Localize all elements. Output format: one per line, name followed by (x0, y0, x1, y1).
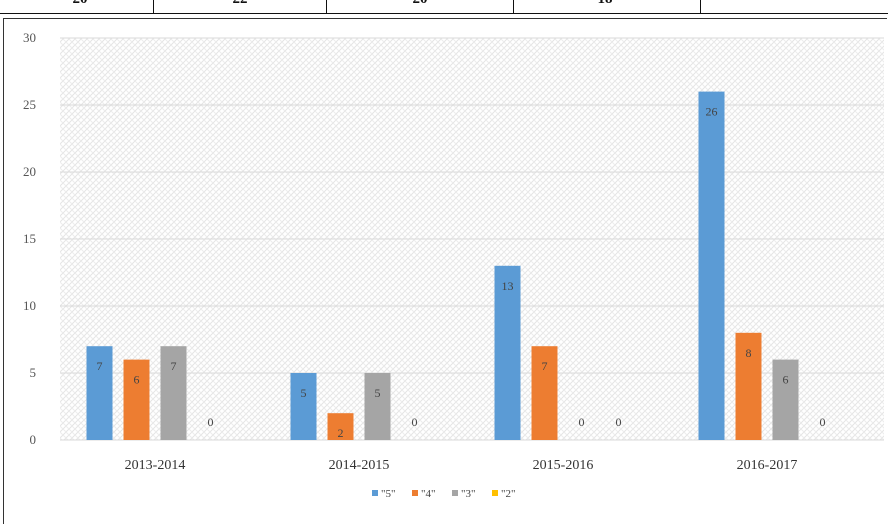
x-tick-label: 2013-2014 (125, 458, 186, 473)
data-label: 7 (542, 359, 548, 373)
bar (86, 346, 113, 440)
data-label: 13 (502, 279, 514, 293)
data-label: 0 (208, 415, 214, 429)
bar (364, 373, 391, 440)
data-label: 2 (338, 426, 344, 440)
y-tick-label: 20 (23, 164, 36, 179)
bar (123, 359, 150, 440)
data-label: 0 (820, 415, 826, 429)
y-tick-label: 10 (23, 298, 36, 313)
legend-label: "2" (501, 488, 515, 500)
table-cell: 18 (565, 0, 645, 13)
table-cell: 20 (380, 0, 460, 13)
data-label: 0 (616, 415, 622, 429)
data-label: 8 (746, 346, 752, 360)
bar (698, 91, 725, 440)
table-divider (153, 0, 154, 14)
bar (531, 346, 558, 440)
x-tick-label: 2015-2016 (533, 458, 594, 473)
top-table-fragment: 20 22 20 18 (0, 0, 888, 14)
data-label: 6 (783, 373, 789, 387)
data-label: 7 (97, 359, 103, 373)
bar (160, 346, 187, 440)
data-label: 6 (134, 373, 140, 387)
bar (290, 373, 317, 440)
table-cell: 20 (40, 0, 120, 13)
table-divider (700, 0, 701, 14)
data-label: 5 (375, 386, 381, 400)
data-label: 0 (412, 415, 418, 429)
bar (494, 265, 521, 440)
legend-swatch (412, 490, 418, 496)
bar (735, 332, 762, 440)
table-divider (326, 0, 327, 14)
x-tick-label: 2016-2017 (737, 458, 798, 473)
bar (772, 359, 799, 440)
y-tick-label: 25 (23, 97, 36, 112)
x-tick-label: 2014-2015 (329, 458, 390, 473)
data-label: 7 (171, 359, 177, 373)
chart-frame (3, 18, 887, 524)
table-bottom-border (0, 13, 888, 14)
legend-label: "4" (421, 488, 435, 500)
legend-swatch (492, 490, 498, 496)
y-tick-label: 0 (30, 432, 37, 447)
legend-swatch (372, 490, 378, 496)
bar (327, 413, 354, 440)
y-tick-label: 5 (30, 365, 37, 380)
data-label: 5 (301, 386, 307, 400)
legend-label: "3" (461, 488, 475, 500)
legend-swatch (452, 490, 458, 496)
y-tick-label: 30 (23, 30, 36, 45)
table-cell: 22 (200, 0, 280, 13)
y-tick-label: 15 (23, 231, 36, 246)
table-divider (513, 0, 514, 14)
legend-label: "5" (381, 488, 395, 500)
data-label: 0 (579, 415, 585, 429)
data-label: 26 (706, 105, 718, 119)
